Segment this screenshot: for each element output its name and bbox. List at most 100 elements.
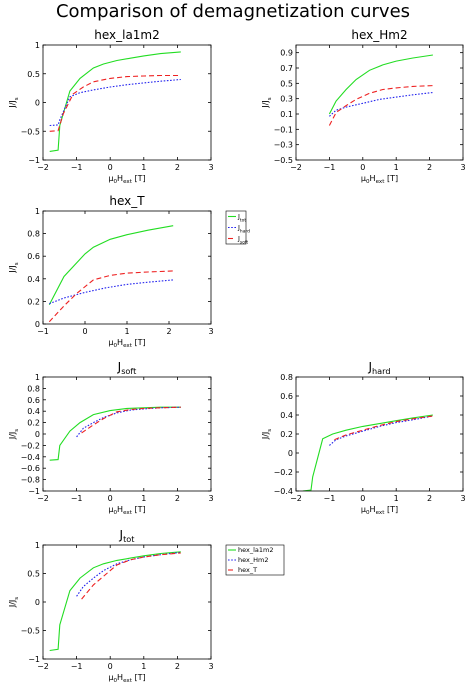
y-tick-label: 0.2 — [280, 430, 293, 439]
series-line-tot — [328, 54, 433, 115]
y-tick-label: 0.4 — [27, 275, 40, 284]
series-line-soft — [328, 85, 433, 126]
y-tick-label: 0.5 — [27, 70, 40, 79]
series-line-tot — [49, 51, 181, 152]
x-axis-label: μ0Hext [T] — [361, 505, 398, 516]
x-axis-label: μ0Hext [T] — [108, 338, 145, 349]
chart-J_hard: Jhard −2 −1 0 1 2 3 −0.4 −0.2 0 0.2 0.4 0.6 0.8 μ0Hext… — [261, 360, 466, 516]
y-tick-label: −0.4 — [21, 453, 40, 462]
y-tick-label: 0.8 — [280, 373, 293, 382]
y-tick-label: 0.8 — [27, 384, 40, 393]
chart-title: Jtot — [119, 528, 135, 544]
x-axis-label: μ0Hext [T] — [361, 174, 398, 185]
x-tick-label: −1 — [37, 327, 49, 336]
x-tick-label: 3 — [460, 494, 465, 503]
y-tick-label: 0 — [35, 99, 40, 108]
x-tick-label: 2 — [175, 494, 180, 503]
y-tick-label: 0.8 — [27, 230, 40, 239]
x-tick-label: 2 — [166, 327, 171, 336]
series-line-hex_Hm2 — [329, 415, 434, 446]
y-tick-label: 1 — [35, 41, 40, 50]
y-tick-label: 0 — [35, 320, 40, 329]
series-line-hex_la1m2 — [49, 406, 181, 461]
series-line-tot — [48, 225, 174, 306]
x-tick-label: −1 — [71, 163, 83, 172]
x-tick-label: 3 — [208, 327, 213, 336]
x-tick-label: −2 — [37, 662, 49, 671]
series-line-hex_la1m2 — [49, 551, 181, 652]
series-line-hard — [49, 78, 181, 127]
x-tick-label: 1 — [141, 494, 146, 503]
y-tick-label: 0.4 — [280, 411, 293, 420]
x-tick-label: 2 — [427, 494, 432, 503]
y-axis-label: J/Js — [261, 97, 273, 108]
y-tick-label: 0 — [35, 430, 40, 439]
x-tick-label: 3 — [460, 163, 465, 172]
y-tick-label: 0.6 — [27, 396, 40, 405]
y-tick-label: −0.5 — [21, 127, 40, 136]
series-line-hex_T — [81, 552, 181, 600]
series-line-hex_Hm2 — [76, 551, 181, 597]
plot-frame — [42, 544, 212, 660]
x-tick-label: −2 — [37, 163, 49, 172]
x-tick-label: 3 — [208, 494, 213, 503]
x-tick-label: 3 — [208, 163, 213, 172]
y-tick-label: 0.2 — [27, 297, 40, 306]
series-line-hex_T — [81, 406, 181, 434]
chart-title: hex_Hm2 — [351, 28, 407, 42]
series-line-hard — [49, 279, 174, 305]
y-axis-label: J/Js — [8, 97, 20, 108]
y-tick-label: 1 — [35, 207, 40, 216]
chart-J_soft: Jsoft−2 −1 0 1 2 3−1−0.8−0.6−0.4−0.200.20.40.… — [8, 360, 214, 516]
chart-hex_Hm2: hex_Hm2 −2 −1 0 1 2 3 −0.5 −0.3 −0.1 0.1 0.3 0.5 0.7 0… — [261, 28, 466, 185]
chart-title: Jhard — [367, 360, 390, 376]
legend-label-hex_T: hex_T — [238, 566, 257, 574]
y-tick-label: 0.5 — [27, 570, 40, 579]
x-tick-label: −1 — [71, 494, 83, 503]
y-tick-label: −1 — [28, 156, 40, 165]
x-tick-label: 0 — [108, 662, 113, 671]
series-line-soft — [48, 270, 174, 323]
y-tick-label: −0.2 — [21, 441, 40, 450]
x-tick-label: 0 — [360, 163, 365, 172]
x-tick-label: −2 — [37, 494, 49, 503]
series-line-hex_Hm2 — [76, 406, 181, 438]
plot-frame — [295, 44, 464, 161]
y-tick-label: −0.4 — [274, 487, 293, 496]
x-tick-label: −2 — [290, 163, 302, 172]
legend-label-hex_Hm2: hex_Hm2 — [238, 556, 268, 564]
legend-label-tot: Jtot — [237, 213, 246, 224]
x-tick-label: 1 — [141, 662, 146, 671]
x-tick-label: 2 — [427, 163, 432, 172]
y-tick-label: 0.1 — [280, 110, 293, 119]
x-tick-label: 0 — [108, 163, 113, 172]
y-tick-label: 0.5 — [280, 79, 293, 88]
x-tick-label: 1 — [124, 327, 129, 336]
series-line-hex_la1m2 — [302, 414, 433, 491]
model-legend: hex_la1m2 hex_Hm2 hex_T — [225, 544, 285, 576]
y-tick-label: −0.8 — [21, 476, 40, 485]
y-tick-label: 0 — [288, 449, 293, 458]
plot-frame — [42, 210, 212, 325]
y-tick-label: 0.7 — [280, 64, 293, 73]
y-axis-label: J/Js — [8, 429, 20, 440]
y-tick-label: 0.3 — [280, 95, 293, 104]
x-tick-label: 2 — [175, 163, 180, 172]
x-tick-label: −1 — [71, 662, 83, 671]
chart-title: Jsoft — [117, 360, 137, 376]
x-axis-label: μ0Hext [T] — [108, 505, 145, 516]
y-tick-label: −0.3 — [274, 141, 293, 150]
chart-title: hex_la1m2 — [94, 28, 160, 42]
y-tick-label: −1 — [28, 655, 40, 664]
y-tick-label: 0.9 — [280, 49, 293, 58]
y-tick-label: 1 — [35, 373, 40, 382]
x-tick-label: −1 — [324, 494, 336, 503]
x-tick-label: 0 — [108, 494, 113, 503]
series-line-hard — [329, 91, 433, 117]
y-tick-label: −0.5 — [274, 156, 293, 165]
y-tick-label: 0.6 — [280, 392, 293, 401]
legend-label-soft: Jsoft — [237, 235, 248, 246]
